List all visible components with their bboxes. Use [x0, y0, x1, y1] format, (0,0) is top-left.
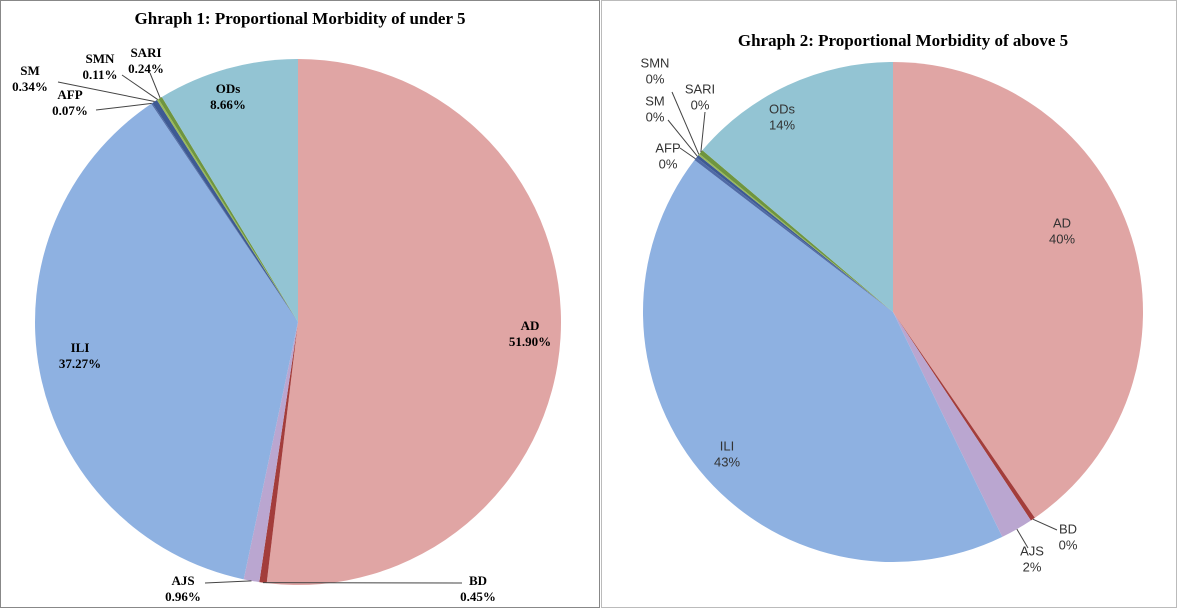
- pie-slice: [699, 150, 893, 312]
- leader-line: [149, 72, 161, 99]
- leader-line: [95, 102, 152, 111]
- leader-line: [1032, 518, 1058, 531]
- slice-value-label: 37.27%: [59, 356, 101, 371]
- pie-slice: [643, 160, 1003, 562]
- pie-slice: [694, 157, 893, 312]
- slice-value-label: 14%: [769, 117, 795, 132]
- pie-slice: [893, 312, 1031, 537]
- slice-value-label: 43%: [714, 454, 740, 469]
- slice-label: BD: [469, 573, 487, 588]
- slice-value-label: 0.96%: [165, 589, 201, 604]
- leader-line: [667, 119, 698, 157]
- pie-slice: [266, 59, 561, 585]
- chart-title: Ghraph 2: Proportional Morbidity of abov…: [738, 31, 1068, 50]
- slice-value-label: 0.34%: [12, 79, 48, 94]
- pie-slice: [893, 62, 1144, 518]
- slice-value-label: 0%: [1059, 537, 1078, 552]
- slice-label: AFP: [57, 87, 82, 102]
- slice-label: SM: [20, 63, 40, 78]
- pie-slice: [702, 62, 893, 312]
- pie-slice: [696, 155, 893, 312]
- leader-line: [700, 111, 706, 153]
- leader-line: [121, 74, 158, 100]
- slice-label: BD: [1059, 521, 1077, 536]
- slice-value-label: 0.24%: [128, 61, 164, 76]
- slice-value-label: 0%: [646, 71, 665, 86]
- leader-line: [671, 91, 700, 155]
- leader-line: [57, 81, 155, 103]
- leader-line: [204, 580, 252, 584]
- slice-value-label: 0%: [646, 109, 665, 124]
- slice-label: SM: [645, 93, 665, 108]
- leader-line: [679, 147, 696, 160]
- slice-label: ODs: [769, 101, 796, 116]
- pie-slice: [243, 322, 298, 583]
- pie-slice: [152, 100, 298, 323]
- slice-label: SMN: [86, 51, 116, 66]
- slice-value-label: 0.11%: [82, 67, 117, 82]
- pie-slice: [34, 103, 299, 580]
- leader-line: [1016, 528, 1029, 549]
- pie-slice: [893, 312, 1035, 521]
- slice-value-label: 0.07%: [52, 103, 88, 118]
- pie-slice: [259, 322, 298, 584]
- slice-label: SARI: [685, 81, 715, 96]
- slice-value-label: 0.45%: [460, 589, 496, 604]
- slice-label: AD: [521, 318, 540, 333]
- slice-value-label: 0%: [659, 156, 678, 171]
- slice-label: SMN: [641, 55, 670, 70]
- slice-label: AD: [1053, 215, 1071, 230]
- slice-label: ODs: [216, 81, 241, 96]
- slice-label: AFP: [655, 140, 680, 155]
- chart-title: Ghraph 1: Proportional Morbidity of unde…: [135, 9, 466, 28]
- slice-value-label: 8.66%: [210, 97, 246, 112]
- slice-value-label: 2%: [1023, 559, 1042, 574]
- slice-label: AJS: [1020, 543, 1044, 558]
- pie-slice: [156, 99, 298, 322]
- pie-slice: [158, 96, 298, 322]
- slice-label: ILI: [720, 438, 734, 453]
- slice-value-label: 0%: [691, 97, 710, 112]
- slice-value-label: 40%: [1049, 231, 1075, 246]
- pie-slice: [161, 59, 298, 322]
- pie-slice: [151, 103, 298, 323]
- slice-label: ILI: [71, 340, 90, 355]
- pie-slice: [698, 153, 893, 312]
- slice-label: SARI: [130, 45, 161, 60]
- slice-value-label: 51.90%: [509, 334, 551, 349]
- slice-label: AJS: [171, 573, 194, 588]
